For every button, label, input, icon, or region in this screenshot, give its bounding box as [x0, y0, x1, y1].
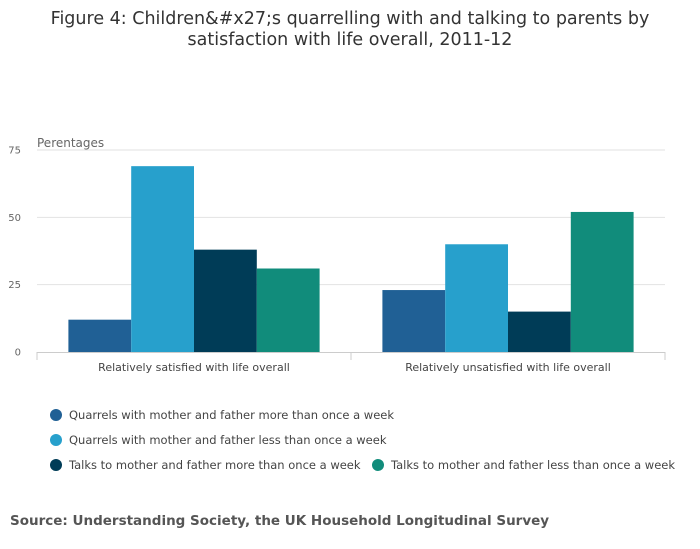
x-category-label-1: Relatively satisfied with life overall — [98, 361, 290, 374]
chart-title-line-2: satisfaction with life overall, 2011-12 — [188, 30, 513, 50]
bar-series-4-category-1 — [256, 268, 320, 352]
chart-title-line-1: Figure 4: Children&#x27;s quarrelling wi… — [51, 9, 650, 29]
bar-series-2-category-2 — [445, 244, 508, 352]
legend-marker-4 — [372, 459, 384, 471]
bar-series-2-category-1 — [131, 166, 194, 352]
legend-label-1: Quarrels with mother and father more tha… — [69, 408, 394, 422]
bar-series-4-category-2 — [570, 211, 634, 352]
legend-marker-1 — [50, 409, 62, 421]
legend-label-2: Quarrels with mother and father less tha… — [69, 433, 387, 447]
y-tick-label-0: 0 — [15, 348, 21, 359]
y-axis-title: Perentages — [37, 136, 104, 150]
bar-series-3-category-2 — [508, 311, 571, 352]
legend-marker-2 — [50, 434, 62, 446]
y-tick-label-25: 25 — [8, 280, 21, 291]
bar-series-1-category-2 — [382, 290, 446, 352]
y-tick-label-50: 50 — [8, 213, 21, 224]
x-category-label-2: Relatively unsatisfied with life overall — [405, 361, 611, 374]
legend-label-3: Talks to mother and father more than onc… — [68, 458, 361, 472]
bar-series-3-category-1 — [194, 249, 257, 352]
legend-label-4: Talks to mother and father less than onc… — [390, 458, 675, 472]
source-note: Source: Understanding Society, the UK Ho… — [10, 513, 550, 529]
y-tick-label-75: 75 — [8, 146, 21, 157]
bar-series-1-category-1 — [68, 319, 132, 352]
legend-marker-3 — [50, 459, 62, 471]
